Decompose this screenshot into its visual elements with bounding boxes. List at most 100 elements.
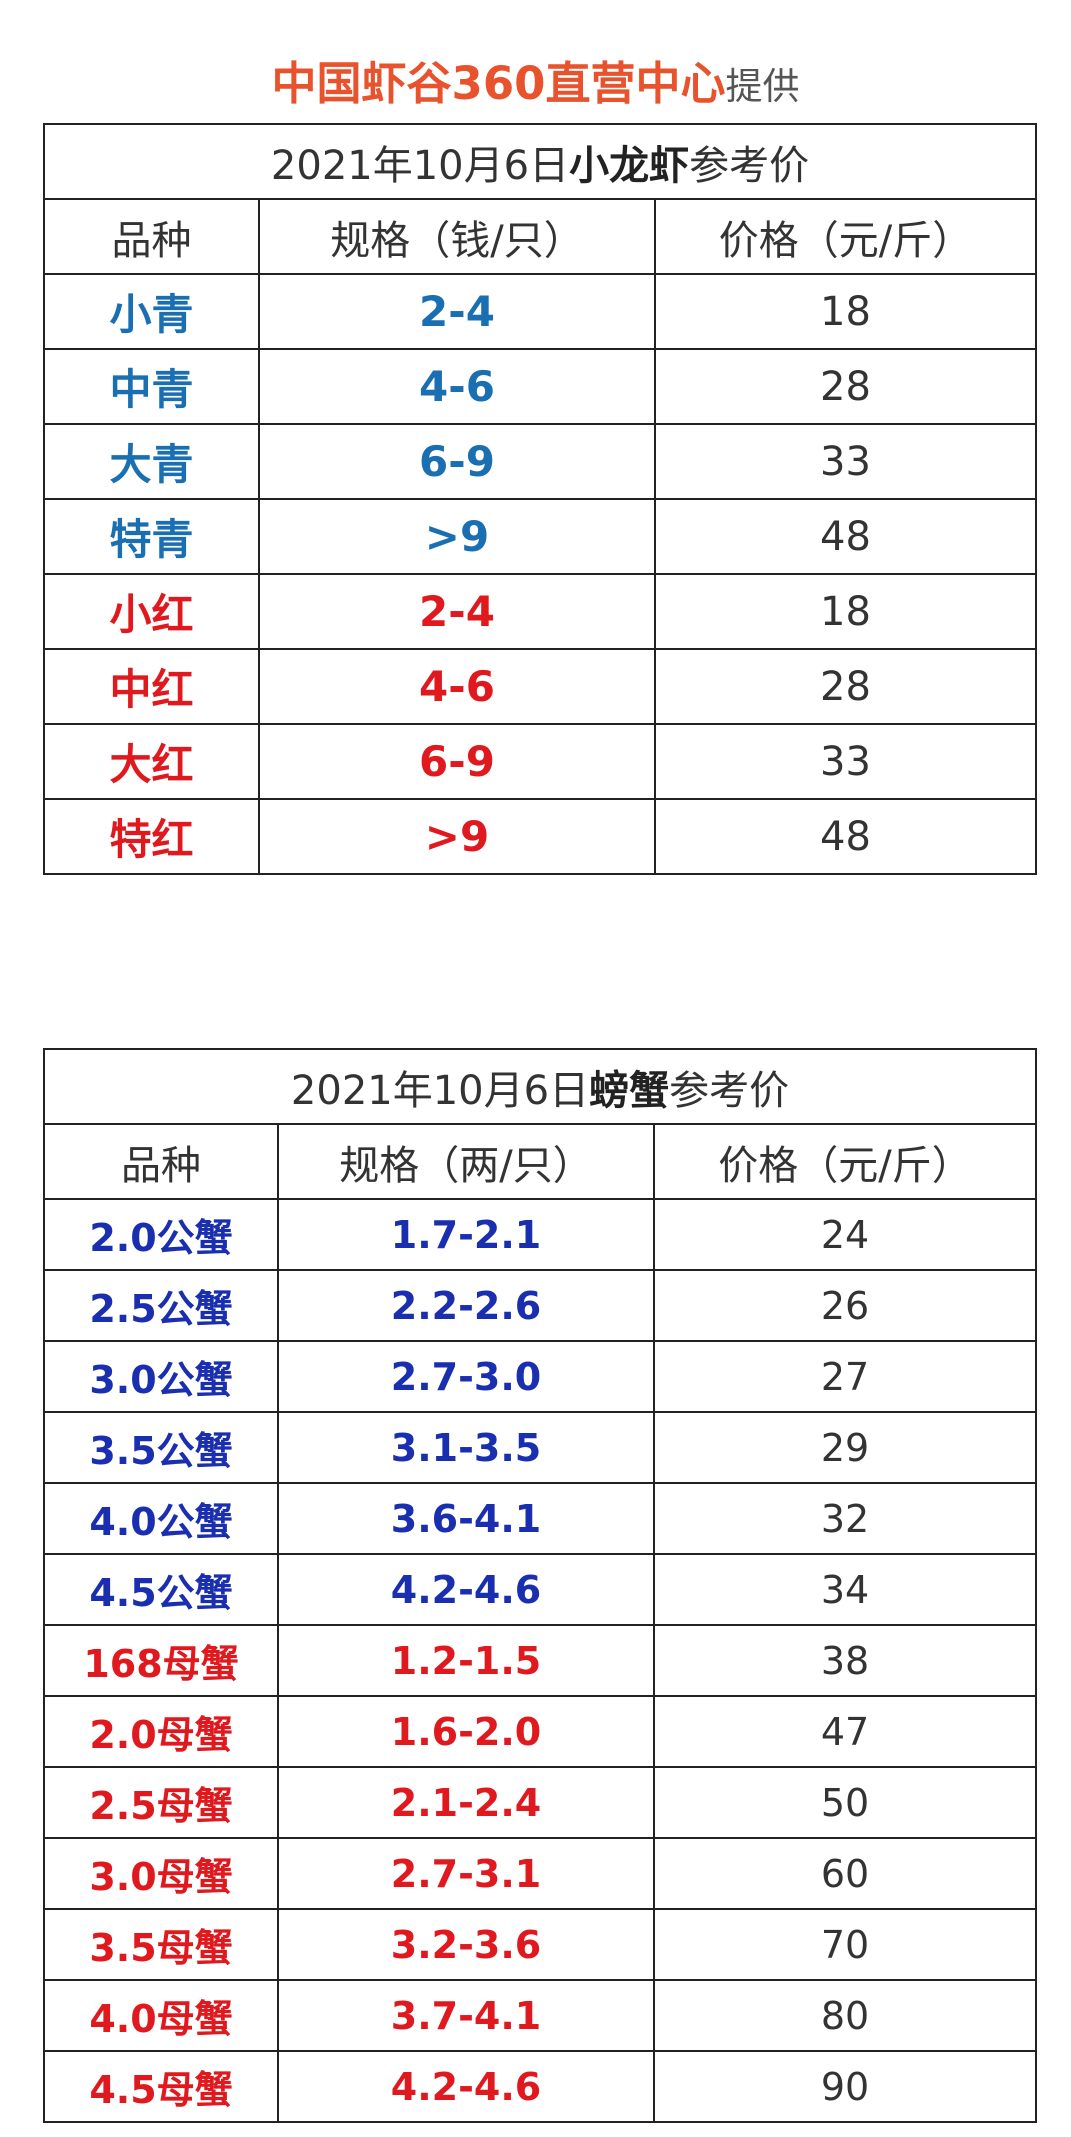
variety-cell: 特红 [43, 798, 260, 875]
page-header: 中国虾谷360直营中心提供 [0, 52, 1071, 126]
title-suffix: 参考价 [689, 142, 810, 189]
spec-cell: 3.2-3.6 [277, 1908, 655, 1981]
table-row: 168母蟹 1.2-1.5 38 [43, 1624, 1037, 1697]
variety-cell: 大红 [43, 723, 260, 800]
price-cell: 47 [653, 1695, 1037, 1768]
table-row: 2.0母蟹 1.6-2.0 47 [43, 1695, 1037, 1768]
variety-cell: 中红 [43, 648, 260, 725]
spec-cell: >9 [258, 798, 656, 875]
table-title-row: 2021年10月6日小龙虾参考价 [42, 123, 1038, 200]
column-header-price: 价格（元/斤） [653, 1123, 1037, 1200]
price-cell: 29 [653, 1411, 1037, 1484]
spec-cell: 2.1-2.4 [277, 1766, 655, 1839]
crayfish-table-title: 2021年10月6日小龙虾参考价 [42, 123, 1038, 200]
price-cell: 27 [653, 1340, 1037, 1413]
spec-cell: 2.7-3.0 [277, 1340, 655, 1413]
table-row: 中青 4-6 28 [43, 348, 1038, 425]
price-cell: 80 [653, 1979, 1037, 2052]
spec-cell: 6-9 [258, 423, 656, 500]
price-cell: 33 [653, 423, 1038, 500]
price-cell: 33 [653, 723, 1038, 800]
price-cell: 90 [653, 2050, 1037, 2123]
price-cell: 34 [653, 1553, 1037, 1626]
variety-cell: 2.5母蟹 [43, 1766, 279, 1839]
provider-brand: 中国虾谷360直营中心 [271, 57, 726, 110]
table-row: 2.0公蟹 1.7-2.1 24 [43, 1198, 1037, 1271]
variety-cell: 4.5母蟹 [43, 2050, 279, 2123]
variety-cell: 3.5母蟹 [43, 1908, 279, 1981]
table-row: 4.0母蟹 3.7-4.1 80 [43, 1979, 1037, 2052]
table-row: 大青 6-9 33 [43, 423, 1038, 500]
variety-cell: 2.5公蟹 [43, 1269, 279, 1342]
table-row: 小红 2-4 18 [43, 573, 1038, 650]
price-cell: 28 [653, 348, 1038, 425]
table-header-row: 品种 规格（钱/只） 价格（元/斤） [43, 198, 1038, 275]
variety-cell: 大青 [43, 423, 260, 500]
title-product: 小龙虾 [569, 142, 690, 189]
spec-cell: 4.2-4.6 [277, 1553, 655, 1626]
title-date: 2021年10月6日 [270, 142, 570, 189]
table-header-row: 品种 规格（两/只） 价格（元/斤） [43, 1123, 1037, 1200]
price-cell: 24 [653, 1198, 1037, 1271]
table-row: 3.5母蟹 3.2-3.6 70 [43, 1908, 1037, 1981]
price-cell: 18 [653, 573, 1038, 650]
variety-cell: 中青 [43, 348, 260, 425]
variety-cell: 4.5公蟹 [43, 1553, 279, 1626]
column-header-spec: 规格（两/只） [277, 1123, 655, 1200]
table-row: 中红 4-6 28 [43, 648, 1038, 725]
spec-cell: 3.1-3.5 [277, 1411, 655, 1484]
spec-cell: 1.2-1.5 [277, 1624, 655, 1697]
spec-cell: 1.7-2.1 [277, 1198, 655, 1271]
spec-cell: 6-9 [258, 723, 656, 800]
column-header-price: 价格（元/斤） [653, 198, 1038, 275]
variety-cell: 2.0公蟹 [43, 1198, 279, 1271]
table-row: 4.5公蟹 4.2-4.6 34 [43, 1553, 1037, 1626]
variety-cell: 3.0母蟹 [43, 1837, 279, 1910]
variety-cell: 3.5公蟹 [43, 1411, 279, 1484]
spec-cell: 1.6-2.0 [277, 1695, 655, 1768]
crayfish-price-table: 2021年10月6日小龙虾参考价 品种 规格（钱/只） 价格（元/斤） 小青 2-… [42, 123, 1038, 875]
table-row: 特青 >9 48 [43, 498, 1038, 575]
spec-cell: 2.7-3.1 [277, 1837, 655, 1910]
provided-by-label: 提供 [725, 65, 800, 108]
variety-cell: 4.0公蟹 [43, 1482, 279, 1555]
crab-table-title: 2021年10月6日螃蟹参考价 [43, 1048, 1037, 1125]
price-cell: 18 [653, 273, 1038, 350]
variety-cell: 168母蟹 [43, 1624, 279, 1697]
price-cell: 48 [653, 798, 1038, 875]
price-cell: 26 [653, 1269, 1037, 1342]
title-product: 螃蟹 [589, 1067, 670, 1114]
crab-price-table: 2021年10月6日螃蟹参考价 品种 规格（两/只） 价格（元/斤） 2.0公蟹… [43, 1048, 1037, 2123]
spec-cell: >9 [258, 498, 656, 575]
column-header-variety: 品种 [43, 198, 260, 275]
title-suffix: 参考价 [669, 1067, 790, 1114]
variety-cell: 特青 [43, 498, 260, 575]
table-title-row: 2021年10月6日螃蟹参考价 [43, 1048, 1037, 1125]
table-row: 3.0母蟹 2.7-3.1 60 [43, 1837, 1037, 1910]
table-row: 4.0公蟹 3.6-4.1 32 [43, 1482, 1037, 1555]
price-cell: 50 [653, 1766, 1037, 1839]
spec-cell: 3.7-4.1 [277, 1979, 655, 2052]
price-cell: 70 [653, 1908, 1037, 1981]
table-row: 3.5公蟹 3.1-3.5 29 [43, 1411, 1037, 1484]
table-row: 2.5母蟹 2.1-2.4 50 [43, 1766, 1037, 1839]
title-date: 2021年10月6日 [290, 1067, 590, 1114]
price-cell: 32 [653, 1482, 1037, 1555]
price-cell: 60 [653, 1837, 1037, 1910]
table-row: 4.5母蟹 4.2-4.6 90 [43, 2050, 1037, 2123]
table-row: 特红 >9 48 [43, 798, 1038, 875]
price-cell: 38 [653, 1624, 1037, 1697]
spec-cell: 2-4 [258, 273, 656, 350]
price-cell: 48 [653, 498, 1038, 575]
variety-cell: 小红 [43, 573, 260, 650]
spec-cell: 4-6 [258, 648, 656, 725]
variety-cell: 小青 [43, 273, 260, 350]
variety-cell: 2.0母蟹 [43, 1695, 279, 1768]
table-row: 2.5公蟹 2.2-2.6 26 [43, 1269, 1037, 1342]
variety-cell: 3.0公蟹 [43, 1340, 279, 1413]
spec-cell: 2.2-2.6 [277, 1269, 655, 1342]
variety-cell: 4.0母蟹 [43, 1979, 279, 2052]
table-row: 小青 2-4 18 [43, 273, 1038, 350]
table-row: 大红 6-9 33 [43, 723, 1038, 800]
column-header-variety: 品种 [43, 1123, 279, 1200]
